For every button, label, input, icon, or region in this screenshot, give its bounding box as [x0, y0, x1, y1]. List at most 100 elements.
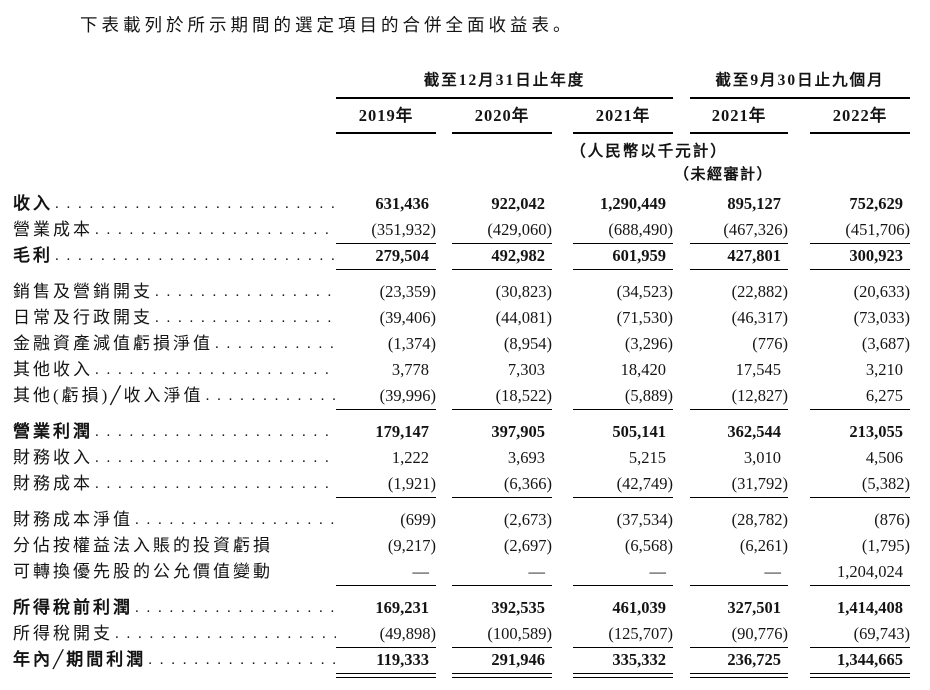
- value-cell: 427,801: [690, 243, 788, 270]
- row-label: 可轉換優先股的公允價值變動: [13, 559, 336, 586]
- value-cell: 3,210: [865, 360, 903, 379]
- value-cell: 279,504: [336, 243, 436, 270]
- table-row: 毛利 279,504 492,982 601,959 427,801 300,923: [13, 243, 910, 270]
- value-cell: 236,725: [690, 647, 788, 678]
- currency-note: （人民幣以千元計）: [570, 143, 728, 160]
- leader-dots: [146, 647, 336, 674]
- leader-dots: [53, 191, 336, 217]
- value-cell: (23,359): [379, 282, 436, 301]
- year-header-row: 2019年 2020年 2021年 2021年 2022年: [13, 99, 910, 134]
- value-cell: (1,374): [387, 334, 436, 353]
- value-cell: (1,795): [861, 536, 910, 555]
- value-cell: —: [573, 559, 673, 586]
- value-cell: 752,629: [849, 194, 903, 213]
- row-label: 其他收入: [13, 357, 336, 383]
- row-label: 財務成本: [13, 471, 336, 498]
- table-body: 收入 631,436 922,042 1,290,449 895,127 752,629 營…: [13, 191, 910, 678]
- value-cell: (20,633): [853, 282, 910, 301]
- value-cell: 335,332: [573, 647, 673, 678]
- row-label-text: 所得稅前利潤: [13, 598, 133, 617]
- income-statement-table: 截至12月31日止年度 截至9月30日止九個月 2019年 2020年 2021…: [13, 63, 910, 678]
- leader-dots: [204, 383, 336, 410]
- year-header-2019: 2019年: [336, 99, 436, 134]
- table-row: 財務成本淨值 (699) (2,673) (37,534) (28,782) (876): [13, 507, 910, 533]
- row-label-text: 營業利潤: [13, 422, 93, 441]
- year-header-2021-9m: 2021年: [690, 99, 788, 134]
- row-label-text: 毛利: [13, 246, 53, 265]
- leader-dots: [93, 217, 336, 244]
- value-cell: 18,420: [620, 360, 666, 379]
- currency-note-row: （人民幣以千元計）: [13, 134, 910, 162]
- value-cell: (12,827): [690, 383, 788, 410]
- value-cell: 179,147: [375, 422, 429, 441]
- table-row: 可轉換優先股的公允價值變動 — — — — 1,204,024: [13, 559, 910, 586]
- row-label-text: 分佔按權益法入賬的投資虧損: [13, 536, 273, 555]
- row-label: 金融資產減值虧損淨值: [13, 331, 336, 357]
- value-cell: 397,905: [491, 422, 545, 441]
- value-cell: (429,060): [452, 217, 552, 244]
- value-cell: (90,776): [690, 621, 788, 648]
- value-cell: 17,545: [735, 360, 781, 379]
- table-row: 財務收入 1,222 3,693 5,215 3,010 4,506: [13, 445, 910, 471]
- value-cell: (37,534): [616, 510, 673, 529]
- value-cell: (5,382): [810, 471, 910, 498]
- value-cell: (73,033): [853, 308, 910, 327]
- column-group-nine-months: 截至9月30日止九個月: [690, 68, 910, 99]
- value-cell: (125,707): [573, 621, 673, 648]
- value-cell: (71,530): [616, 308, 673, 327]
- value-cell: (776): [752, 334, 788, 353]
- intro-text: 下表載列於所示期間的選定項目的合併全面收益表。: [80, 15, 575, 35]
- value-cell: (22,882): [731, 282, 788, 301]
- value-cell: 6,275: [810, 383, 910, 410]
- value-cell: (688,490): [573, 217, 673, 244]
- table-row: 營業利潤 179,147 397,905 505,141 362,544 213,055: [13, 419, 910, 445]
- value-cell: (5,889): [573, 383, 673, 410]
- value-cell: (28,782): [731, 510, 788, 529]
- table-row: 所得稅開支 (49,898) (100,589) (125,707) (90,776) (…: [13, 621, 910, 648]
- table-row: 財務成本 (1,921) (6,366) (42,749) (31,792) (5,382…: [13, 471, 910, 498]
- row-label: 其他(虧損)╱收入淨值: [13, 383, 336, 410]
- value-cell: (2,697): [503, 536, 552, 555]
- table-row: 日常及行政開支 (39,406) (44,081) (71,530) (46,317) (…: [13, 305, 910, 331]
- value-cell: (44,081): [495, 308, 552, 327]
- value-cell: (69,743): [810, 621, 910, 648]
- leader-dots: [93, 445, 336, 471]
- value-cell: (2,673): [503, 510, 552, 529]
- row-label-text: 營業成本: [13, 220, 93, 239]
- value-cell: (18,522): [452, 383, 552, 410]
- leader-dots: [153, 279, 336, 305]
- value-cell: 461,039: [612, 598, 666, 617]
- row-label: 收入: [13, 191, 336, 217]
- value-cell: 169,231: [375, 598, 429, 617]
- row-label-text: 財務收入: [13, 448, 93, 467]
- table-row: 銷售及營銷開支 (23,359) (30,823) (34,523) (22,882) (…: [13, 279, 910, 305]
- table-row: 年內╱期間利潤 119,333 291,946 335,332 236,725 1,344…: [13, 647, 910, 678]
- value-cell: 3,693: [507, 448, 545, 467]
- table-row: 收入 631,436 922,042 1,290,449 895,127 752,629: [13, 191, 910, 217]
- year-header-2022-9m: 2022年: [810, 99, 910, 134]
- value-cell: (6,366): [452, 471, 552, 498]
- leader-dots: [133, 507, 336, 533]
- value-cell: (39,406): [379, 308, 436, 327]
- row-label: 分佔按權益法入賬的投資虧損: [13, 533, 336, 559]
- value-cell: 300,923: [810, 243, 910, 270]
- row-label: 所得稅前利潤: [13, 595, 336, 621]
- row-label: 財務成本淨值: [13, 507, 336, 533]
- leader-dots: [93, 471, 336, 498]
- value-cell: 327,501: [727, 598, 781, 617]
- value-cell: 213,055: [849, 422, 903, 441]
- value-cell: 119,333: [336, 647, 436, 678]
- value-cell: —: [690, 559, 788, 586]
- unaudited-note-row: （未經審計）: [13, 162, 910, 185]
- value-cell: (6,568): [624, 536, 673, 555]
- row-label-text: 其他(虧損)╱收入淨值: [13, 386, 204, 405]
- row-label: 營業利潤: [13, 419, 336, 445]
- row-label: 年內╱期間利潤: [13, 647, 336, 674]
- table-row: 其他收入 3,778 7,303 18,420 17,545 3,210: [13, 357, 910, 383]
- value-cell: (876): [874, 510, 910, 529]
- leader-dots: [93, 419, 336, 445]
- value-cell: (467,326): [690, 217, 788, 244]
- value-cell: 1,204,024: [810, 559, 910, 586]
- leader-dots: [153, 305, 336, 331]
